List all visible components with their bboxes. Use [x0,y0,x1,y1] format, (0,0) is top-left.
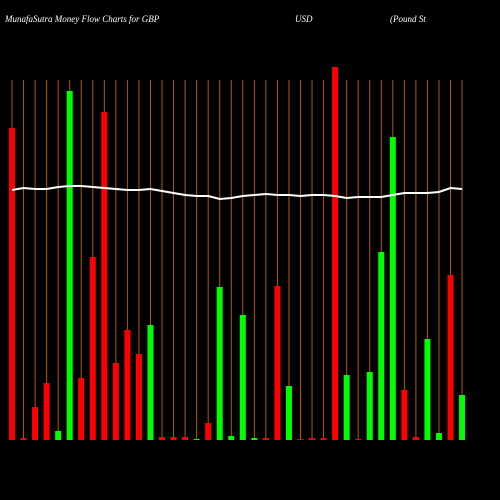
bar [435,433,442,440]
bar [412,437,419,440]
bar [170,437,177,440]
bar [366,372,373,440]
bar [332,67,339,440]
bar [274,286,281,440]
bar [159,437,166,440]
bar [343,375,350,440]
bar [43,383,50,440]
bar [9,128,15,440]
bar [20,438,27,440]
bar [55,431,62,440]
bar [389,137,396,440]
bar [147,325,154,440]
bar [262,438,269,440]
bar [355,439,362,440]
bar [89,257,96,440]
bar [378,252,385,440]
bar [135,354,142,440]
bar [251,438,258,440]
bar [239,315,246,440]
bar [32,407,39,440]
bar [459,395,466,440]
bar [309,438,316,440]
bar [447,275,454,440]
bar [182,437,189,440]
bar [401,390,408,440]
bar [320,438,327,440]
chart-title: USD [295,14,313,24]
chart-title: MunafaSutra Money Flow Charts for GBP [4,14,160,24]
money-flow-line [11,185,463,201]
bar [101,112,108,440]
chart-title: (Pound St [390,14,426,24]
bar [297,439,304,440]
bar [193,439,200,440]
bar [228,436,235,440]
bar [424,339,431,440]
bar [205,423,212,440]
bar [112,363,119,440]
bar [78,378,85,440]
bar [285,386,292,440]
bar [124,330,131,440]
bar [66,91,73,440]
bar [216,287,223,440]
